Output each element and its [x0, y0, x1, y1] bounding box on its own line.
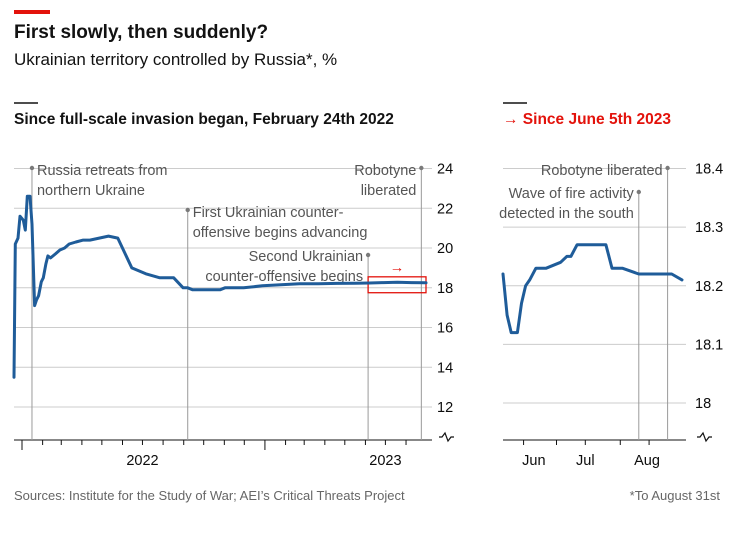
annotation-label-line: liberated: [361, 183, 417, 199]
panel-left-title: Since full-scale invasion began, Februar…: [14, 111, 394, 128]
x-tick-label: Jun: [522, 453, 545, 469]
annotation-dot: [29, 165, 35, 171]
x-tick-label: 2023: [369, 453, 401, 469]
annotation-label-line: Robotyne liberated: [541, 163, 663, 179]
annotation-dot: [419, 165, 424, 171]
y-tick-label: 18.1: [695, 337, 723, 353]
series-line: [12, 194, 428, 379]
footer-note: *To August 31st: [630, 488, 721, 503]
annotation-label-line: Second Ukrainian: [249, 249, 363, 265]
y-tick-label: 24: [437, 162, 453, 178]
annotation-label: Russia retreats from northern Ukraine: [37, 163, 168, 199]
annotation-label-line: First Ukrainian counter-: [193, 205, 344, 221]
annotation-label-line: Robotyne: [354, 163, 416, 179]
y-tick-label: 18.3: [695, 220, 723, 236]
y-tick-label: 14: [437, 360, 453, 376]
annotation-label: First Ukrainian counter-offensive begins…: [193, 205, 368, 241]
axis-break-icon: [439, 431, 454, 443]
footer-sources: Sources: Institute for the Study of War;…: [14, 488, 405, 503]
y-tick-label: 18: [437, 281, 453, 297]
annotation-label: Second Ukrainian counter-offensive begins: [205, 249, 363, 285]
chart-subtitle: Ukrainian territory controlled by Russia…: [14, 50, 337, 69]
annotation-label-line: Wave of fire activity: [509, 186, 635, 202]
annotation-dot: [185, 207, 190, 213]
highlight-arrow-icon: →: [390, 260, 405, 276]
annotation-label: Robotyne liberated: [354, 163, 416, 199]
annotation-label-line: counter-offensive begins: [205, 269, 363, 285]
y-tick-label: 12: [437, 400, 453, 416]
axis-break-icon: [697, 431, 712, 443]
x-tick-label: 2022: [126, 453, 158, 469]
panel-right-title: → Since June 5th 2023: [503, 111, 671, 128]
y-tick-label: 22: [437, 201, 453, 217]
x-tick-label: Jul: [576, 453, 595, 469]
annotation-dot: [365, 252, 371, 258]
annotation-label-line: offensive begins advancing: [193, 225, 368, 241]
series-line: [501, 243, 684, 335]
annotation-label-line: northern Ukraine: [37, 183, 145, 199]
annotation-dot: [636, 189, 641, 195]
annotation-label-line: detected in the south: [499, 206, 634, 222]
highlight-box: [367, 276, 427, 294]
y-tick-label: 16: [437, 321, 453, 337]
chart-title: First slowly, then suddenly?: [14, 22, 268, 43]
y-tick-label: 18.2: [695, 279, 723, 295]
panel-right-plot: 18 18.1 18.2 18.3 18.4 Jun Jul Aug Wave of fire …: [499, 162, 723, 470]
y-tick-label: 18.4: [695, 162, 723, 178]
y-tick-label: 18: [695, 396, 711, 412]
x-tick-label: Aug: [634, 453, 660, 469]
annotation-label-line: Russia retreats from: [37, 163, 168, 179]
annotation-dot: [665, 165, 670, 171]
y-tick-label: 20: [437, 241, 453, 257]
annotation-label: Wave of fire activity detected in the sou…: [499, 186, 634, 222]
brand-accent-bar: [14, 10, 50, 14]
annotation-label: Robotyne liberated: [541, 163, 663, 179]
